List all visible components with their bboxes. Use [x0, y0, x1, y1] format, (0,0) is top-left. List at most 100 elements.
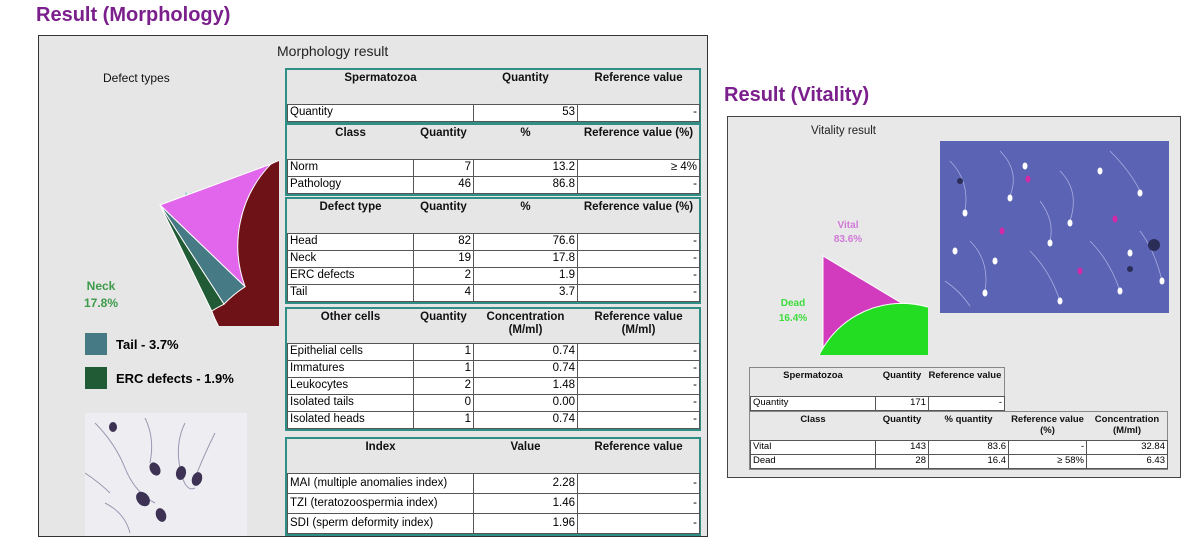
- cell: Leukocytes: [287, 376, 414, 395]
- vitality-heading: Result (Vitality): [724, 84, 870, 106]
- legend-label-tail: Tail - 3.7%: [116, 336, 179, 352]
- vital-spermatozoa-table: Spermatozoa Quantity Reference value Qua…: [749, 367, 1005, 412]
- cell: 83.6: [928, 439, 1009, 455]
- cell: Norm: [287, 158, 414, 177]
- cell: ≥ 4%: [577, 158, 700, 177]
- table-row: Norm 7 13.2 ≥ 4%: [287, 158, 700, 177]
- legend-item-tail: Tail - 3.7%: [85, 333, 179, 355]
- pie-label-vital-pct: 83.6%: [834, 234, 862, 245]
- cell: -: [577, 376, 700, 395]
- th-class: Class: [335, 127, 366, 139]
- morphology-sperm-photo-image: [85, 413, 247, 536]
- legend-item-erc: ERC defects - 1.9%: [85, 367, 234, 389]
- th-percent: %: [520, 127, 531, 139]
- cell: 1.96: [473, 512, 578, 534]
- th-percent-quantity: % quantity: [944, 414, 993, 425]
- cell: Head: [287, 232, 414, 251]
- cell: Pathology: [287, 175, 414, 194]
- th-concentration: Concentration (M/ml): [1094, 414, 1160, 436]
- cell: -: [577, 512, 700, 534]
- th-index: Index: [365, 441, 396, 453]
- cell: -: [577, 103, 700, 122]
- vitality-panel: Vitality result Vital 83.6% Dead 16.4%: [727, 116, 1181, 478]
- cell: Quantity: [750, 395, 876, 411]
- cell: 1.9: [473, 266, 578, 285]
- cell: 2: [413, 266, 474, 285]
- table-row: ERC defects 2 1.9 -: [287, 266, 700, 285]
- th-reference: Reference value (%): [583, 201, 694, 213]
- cell: 32.84: [1086, 439, 1168, 455]
- th-other-cells: Other cells: [320, 311, 381, 323]
- th-spermatozoa: Spermatozoa: [344, 72, 417, 84]
- th-percent: %: [520, 201, 531, 213]
- defect-types-chart-title: Defect types: [103, 71, 170, 85]
- cell: 0: [413, 393, 474, 412]
- legend-swatch-tail: [85, 333, 107, 355]
- cell: 19: [413, 249, 474, 268]
- cell: Isolated tails: [287, 393, 414, 412]
- cell: 0.74: [473, 342, 578, 361]
- cell: ≥ 58%: [1008, 453, 1087, 469]
- table-row: Quantity 171 -: [750, 395, 1005, 411]
- cell: 1: [413, 359, 474, 378]
- cell: 4: [413, 283, 474, 302]
- th-quantity: Quantity: [882, 414, 922, 425]
- cell: 0.74: [473, 359, 578, 378]
- cell: 7: [413, 158, 474, 177]
- pie-slice-erc-defects: [159, 204, 225, 312]
- table-row: Pathology 46 86.8 -: [287, 175, 700, 194]
- cell: 143: [875, 439, 929, 455]
- th-value: Value: [510, 441, 541, 453]
- cell: 6.43: [1086, 453, 1168, 469]
- th-quantity: Quantity: [502, 72, 549, 84]
- table-row: Head 82 76.6 -: [287, 232, 700, 251]
- table-row: Vital 143 83.6 - 32.84: [750, 439, 1168, 455]
- vital-class-table: Class Quantity % quantity Reference valu…: [749, 411, 1168, 470]
- th-reference: Reference value (%): [583, 127, 694, 139]
- morphology-sperm-photo: [85, 413, 247, 536]
- th-quantity: Quantity: [420, 201, 467, 213]
- table-row: Dead 28 16.4 ≥ 58% 6.43: [750, 453, 1168, 469]
- cell: 0.00: [473, 393, 578, 412]
- cell: Quantity: [287, 103, 474, 122]
- cell: 86.8: [473, 175, 578, 194]
- cell: 1: [413, 410, 474, 429]
- cell: 13.2: [473, 158, 578, 177]
- morph-class-table: Class Quantity % Reference value (%) Nor…: [285, 123, 701, 196]
- table-row: MAI (multiple anomalies index) 2.28 -: [287, 472, 700, 494]
- vitality-sperm-photo-image: [940, 141, 1169, 313]
- cell: 1.48: [473, 376, 578, 395]
- table-row: Isolated heads 1 0.74 -: [287, 410, 700, 429]
- cell: 16.4: [928, 453, 1009, 469]
- cell: Tail: [287, 283, 414, 302]
- cell: -: [928, 395, 1005, 411]
- pie-label-neck-name: Neck: [87, 279, 116, 293]
- cell: 76.6: [473, 232, 578, 251]
- cell: ERC defects: [287, 266, 414, 285]
- table-row: Neck 19 17.8 -: [287, 249, 700, 268]
- table-row: SDI (sperm deformity index) 1.96 -: [287, 512, 700, 534]
- table-row: Immatures 1 0.74 -: [287, 359, 700, 378]
- cell: 171: [875, 395, 929, 411]
- th-reference: Reference value: [594, 72, 683, 84]
- cell: -: [577, 472, 700, 494]
- cell: 46: [413, 175, 474, 194]
- th-reference: Reference value: [928, 370, 1002, 381]
- cell: Neck: [287, 249, 414, 268]
- morphology-heading: Result (Morphology): [36, 4, 231, 26]
- cell: -: [577, 359, 700, 378]
- cell: -: [577, 393, 700, 412]
- vitality-sperm-photo: [940, 141, 1169, 313]
- vitality-pie-chart: Vital 83.6% Dead 16.4%: [779, 220, 928, 355]
- cell: 1.46: [473, 492, 578, 514]
- table-row: Epithelial cells 1 0.74 -: [287, 342, 700, 361]
- morphology-panel: Morphology result Defect types Head 76.6%…: [38, 35, 708, 537]
- th-quantity: Quantity: [420, 311, 467, 323]
- legend-swatch-erc: [85, 367, 107, 389]
- cell: 82: [413, 232, 474, 251]
- th-concentration: Concentration (M/ml): [486, 311, 565, 336]
- cell: Vital: [750, 439, 876, 455]
- th-defect-type: Defect type: [319, 201, 382, 213]
- cell: Dead: [750, 453, 876, 469]
